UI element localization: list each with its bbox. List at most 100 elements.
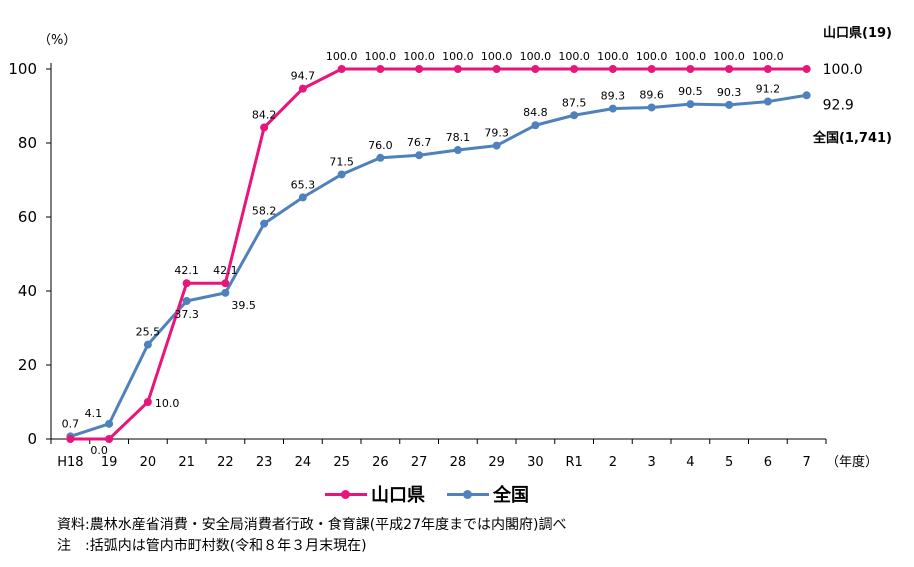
data-point-yamaguchi (686, 65, 695, 73)
footnote: 注 :括弧内は管内市町村数(令和８年３月末現在) (57, 538, 367, 554)
series-line-national (69, 93, 807, 438)
data-point-yamaguchi (570, 65, 579, 73)
y-tick-label: 0 (27, 430, 37, 448)
data-label-national: 39.5 (231, 299, 256, 312)
data-label-national: 90.5 (678, 85, 703, 98)
legend-swatch-national (447, 487, 489, 501)
x-tick-label: 24 (295, 455, 312, 470)
data-label-national: 89.6 (639, 88, 664, 101)
x-tick-label: 19 (101, 455, 118, 470)
data-point-yamaguchi (802, 65, 811, 73)
data-point-national (725, 100, 734, 109)
legend-swatch-yamaguchi (325, 487, 367, 501)
x-tick-label: 20 (140, 455, 157, 470)
data-point-national (453, 146, 462, 155)
x-tick-label: 7 (802, 455, 810, 470)
data-point-national (686, 100, 695, 109)
data-point-national (376, 153, 385, 162)
data-label-yamaguchi: 100.0 (365, 50, 397, 63)
data-point-yamaguchi (376, 65, 385, 73)
data-label-yamaguchi: 100.0 (675, 50, 707, 63)
series-line-yamaguchi (70, 67, 807, 441)
data-point-national (415, 151, 424, 160)
x-tick-label: 4 (686, 455, 694, 470)
data-label-national: 87.5 (562, 96, 587, 109)
x-tick-label: 3 (647, 455, 655, 470)
data-label-yamaguchi: 42.1 (213, 264, 238, 277)
x-tick-label: R1 (565, 455, 582, 470)
data-point-national (260, 219, 269, 228)
data-label-yamaguchi: 10.0 (155, 397, 180, 410)
notes: 資料:農林水産省消費・安全局消費者行政・食育課(平成27年度までは内閣府)調べ … (57, 515, 566, 557)
data-point-national (221, 288, 230, 297)
data-label-yamaguchi: 100.0 (520, 50, 552, 63)
data-label-yamaguchi: 100.0 (326, 50, 358, 63)
data-label-national: 58.2 (252, 205, 277, 218)
y-axis-unit: （%） (38, 33, 76, 48)
data-point-national (570, 111, 579, 120)
data-point-national (608, 104, 617, 113)
data-point-yamaguchi (415, 65, 424, 73)
data-label-national: 79.3 (484, 127, 509, 140)
data-label-yamaguchi: 100.0 (597, 50, 629, 63)
legend: 山口県 全国 (325, 481, 529, 507)
data-label-yamaguchi: 84.2 (252, 108, 277, 121)
data-label-yamaguchi: 100.0 (558, 50, 590, 63)
data-point-yamaguchi (221, 279, 230, 288)
y-tick-label: 80 (18, 134, 37, 152)
data-label-national: 71.5 (329, 155, 354, 168)
data-label-national: 90.3 (717, 86, 742, 99)
x-tick-label: 30 (527, 455, 544, 470)
x-tick-label: 22 (217, 455, 234, 470)
data-point-yamaguchi (608, 65, 617, 73)
x-tick-label: 27 (411, 455, 428, 470)
data-point-yamaguchi (453, 65, 462, 73)
data-label-national: 0.7 (62, 417, 80, 430)
data-point-national (492, 141, 501, 150)
end-value-label-yamaguchi: 100.0 (823, 62, 863, 78)
data-point-yamaguchi (298, 84, 307, 93)
legend-label-yamaguchi: 山口県 (371, 485, 425, 506)
data-point-national (143, 340, 152, 349)
data-point-national (298, 193, 307, 202)
x-tick-label: 23 (256, 455, 273, 470)
x-tick-label: 26 (372, 455, 389, 470)
data-point-yamaguchi (337, 65, 346, 73)
data-label-national: 37.3 (174, 308, 199, 321)
data-label-yamaguchi: 100.0 (636, 50, 668, 63)
legend-label-national: 全国 (493, 485, 529, 506)
data-label-yamaguchi: 0.0 (90, 444, 108, 457)
y-tick-label: 40 (18, 282, 37, 300)
data-point-yamaguchi (143, 398, 152, 406)
x-tick-label: 25 (333, 455, 350, 470)
data-label-yamaguchi: 100.0 (481, 50, 513, 63)
series-layer: 0.0 10.0 42.1 42.1 84.2 94.7 100.0 100.0 100.0 10… (62, 25, 892, 457)
x-axis-suffix: （年度） (826, 454, 878, 470)
series-annotation-national: 全国(1,741) (812, 130, 892, 146)
data-label-national: 25.5 (136, 326, 161, 339)
x-tick-label: 29 (488, 455, 505, 470)
data-label-yamaguchi: 100.0 (713, 50, 745, 63)
data-label-national: 89.3 (601, 90, 626, 103)
legend-item-yamaguchi: 山口県 (325, 481, 425, 507)
data-label-yamaguchi: 100.0 (442, 50, 474, 63)
data-point-yamaguchi (763, 65, 772, 73)
source-note: 資料:農林水産省消費・安全局消費者行政・食育課(平成27年度までは内閣府)調べ (57, 517, 567, 533)
legend-item-national: 全国 (447, 481, 529, 507)
data-point-yamaguchi (492, 65, 501, 73)
y-tick-label: 20 (18, 356, 37, 374)
x-tick-label: 5 (725, 455, 733, 470)
data-point-yamaguchi (260, 123, 269, 132)
y-tick-label: 60 (18, 208, 37, 226)
data-label-national: 78.1 (446, 131, 471, 144)
x-tick-label: 2 (609, 455, 617, 470)
data-label-yamaguchi: 100.0 (752, 50, 784, 63)
data-label-national: 65.3 (291, 178, 316, 191)
y-tick-label: 100 (8, 60, 37, 78)
data-label-national: 91.2 (756, 83, 781, 96)
end-value-label-national: 92.9 (823, 97, 854, 113)
data-label-yamaguchi: 42.1 (174, 264, 199, 277)
data-label-national: 84.8 (523, 106, 548, 119)
data-label-yamaguchi: 100.0 (403, 50, 435, 63)
data-point-national (531, 121, 540, 130)
